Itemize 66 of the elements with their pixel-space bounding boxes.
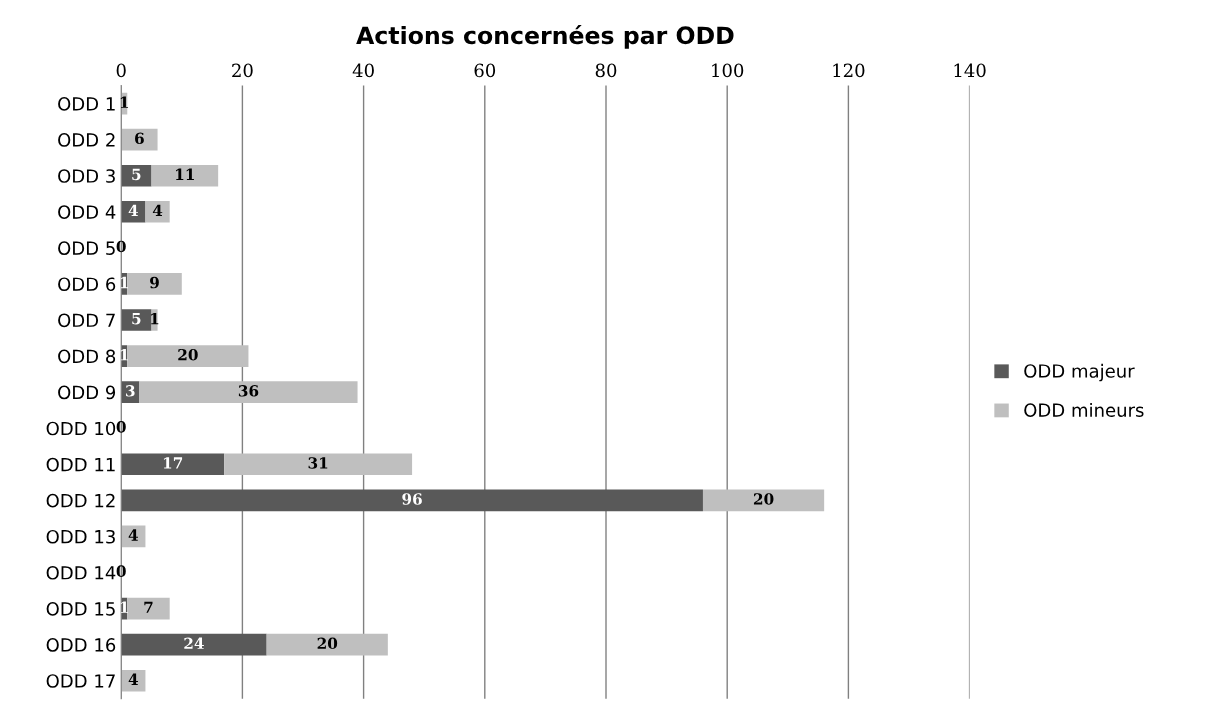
y-tick-label: ODD 3 [58, 169, 115, 183]
bar [127, 273, 182, 295]
data-label: 7 [144, 601, 153, 613]
y-tick-label: ODD 12 [46, 493, 115, 508]
data-label: 4 [152, 204, 163, 217]
data-label: 20 [178, 348, 198, 361]
data-label: 31 [308, 457, 328, 469]
x-tick-label: 140 [954, 63, 986, 78]
data-label: 1 [151, 312, 159, 325]
x-tick-label: 120 [833, 63, 865, 78]
legend-label: ODD mineurs [1024, 402, 1144, 417]
data-label: 0 [116, 240, 126, 253]
y-tick-label: ODD 5 [58, 241, 115, 255]
data-label: 36 [238, 385, 259, 397]
y-tick-label: ODD 9 [58, 385, 116, 400]
x-tick-label: 40 [352, 63, 374, 78]
x-tick-label: 0 [116, 63, 126, 78]
y-tick-label: ODD 10 [46, 421, 116, 436]
data-label: 4 [128, 204, 139, 217]
y-tick-label: ODD 14 [46, 565, 116, 580]
x-tick-label: 20 [232, 63, 253, 78]
bar [151, 164, 219, 187]
y-tick-label: ODD 2 [58, 133, 115, 147]
x-tick-label: 60 [474, 63, 496, 78]
data-label: 5 [132, 313, 141, 325]
data-label: 9 [150, 276, 159, 289]
bar [145, 200, 170, 223]
y-tick-label: ODD 16 [46, 638, 116, 652]
x-tick-label: 100 [712, 63, 744, 78]
y-tick-label: ODD 15 [46, 602, 115, 616]
data-label: 20 [753, 493, 774, 505]
y-tick-label: ODD 1 [58, 97, 115, 111]
y-tick-label: ODD 7 [58, 313, 115, 328]
bar [121, 489, 703, 512]
bar [121, 633, 267, 656]
bar [121, 309, 152, 331]
data-label: 6 [135, 132, 144, 145]
y-tick-label: ODD 13 [46, 529, 115, 544]
data-label: 4 [128, 529, 139, 541]
bar [127, 345, 249, 367]
data-label: 0 [116, 421, 126, 433]
data-label: 4 [128, 673, 139, 685]
data-label: 17 [163, 457, 183, 469]
data-label: 5 [132, 168, 141, 181]
chart-title: Actions concernées par ODD [356, 25, 734, 49]
bar [702, 489, 825, 512]
y-tick-label: ODD 17 [46, 674, 115, 688]
data-label: 24 [184, 637, 204, 649]
bar [121, 164, 152, 187]
bar [224, 453, 413, 476]
data-label: 20 [317, 637, 338, 650]
bar [121, 453, 225, 476]
y-tick-label: ODD 6 [58, 277, 116, 292]
data-label: 11 [176, 168, 194, 180]
data-label: 0 [116, 565, 126, 577]
data-label: 3 [126, 385, 135, 397]
y-tick-label: ODD 4 [58, 205, 116, 219]
bar [127, 597, 170, 620]
y-tick-label: ODD 11 [46, 457, 115, 472]
bar [266, 633, 388, 656]
data-label: 96 [402, 493, 422, 505]
bar [139, 381, 358, 403]
data-label: 1 [120, 96, 129, 108]
x-tick-label: 80 [595, 63, 617, 78]
y-tick-label: ODD 8 [58, 349, 116, 364]
legend-label: ODD majeur [1024, 363, 1135, 382]
